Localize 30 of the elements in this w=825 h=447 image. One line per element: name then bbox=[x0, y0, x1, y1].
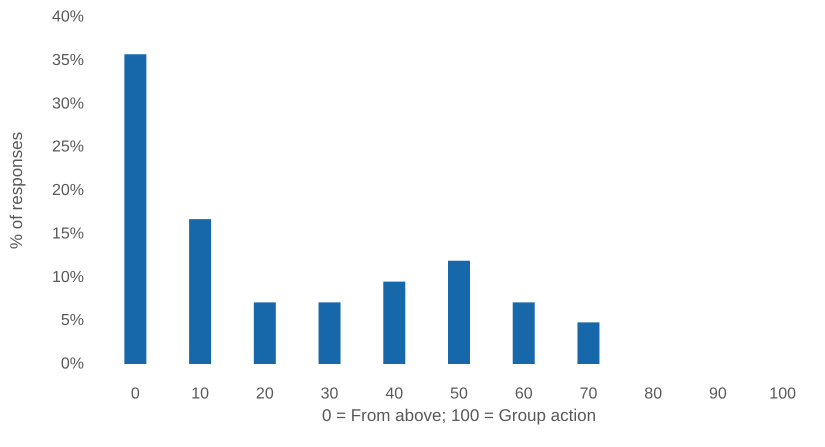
bar bbox=[512, 302, 535, 364]
y-tick-label: 10% bbox=[52, 268, 84, 286]
y-tick-label: 15% bbox=[52, 225, 84, 242]
x-tick-label: 50 bbox=[450, 386, 468, 402]
y-axis-title: % of responses bbox=[7, 132, 26, 250]
y-tick-label: 20% bbox=[52, 182, 84, 199]
bar bbox=[318, 302, 341, 364]
x-axis-title: 0 = From above; 100 = Group action bbox=[322, 406, 596, 425]
y-tick-label: 0% bbox=[60, 356, 84, 372]
y-tick-label: 35% bbox=[52, 52, 84, 69]
x-tick-label: 10 bbox=[191, 386, 210, 402]
bar bbox=[577, 322, 600, 364]
y-tick-label: 30% bbox=[52, 95, 84, 112]
x-tick-label: 80 bbox=[644, 386, 662, 402]
x-tick-label: 90 bbox=[709, 386, 727, 402]
y-tick-label: 40% bbox=[52, 8, 84, 26]
x-tick-label: 0 bbox=[130, 386, 140, 402]
bar bbox=[254, 302, 276, 364]
x-tick-label: 20 bbox=[256, 386, 274, 402]
bar bbox=[124, 54, 146, 364]
bar bbox=[448, 260, 470, 364]
x-tick-label: 100 bbox=[769, 386, 796, 402]
y-tick-label: 25% bbox=[52, 138, 84, 156]
x-tick-label: 40 bbox=[385, 386, 404, 402]
x-tick-label: 70 bbox=[580, 386, 598, 402]
x-tick-label: 60 bbox=[514, 386, 533, 402]
bar bbox=[189, 219, 212, 364]
y-tick-label: 5% bbox=[60, 312, 84, 330]
bar bbox=[383, 282, 406, 364]
x-tick-label: 30 bbox=[320, 386, 339, 402]
